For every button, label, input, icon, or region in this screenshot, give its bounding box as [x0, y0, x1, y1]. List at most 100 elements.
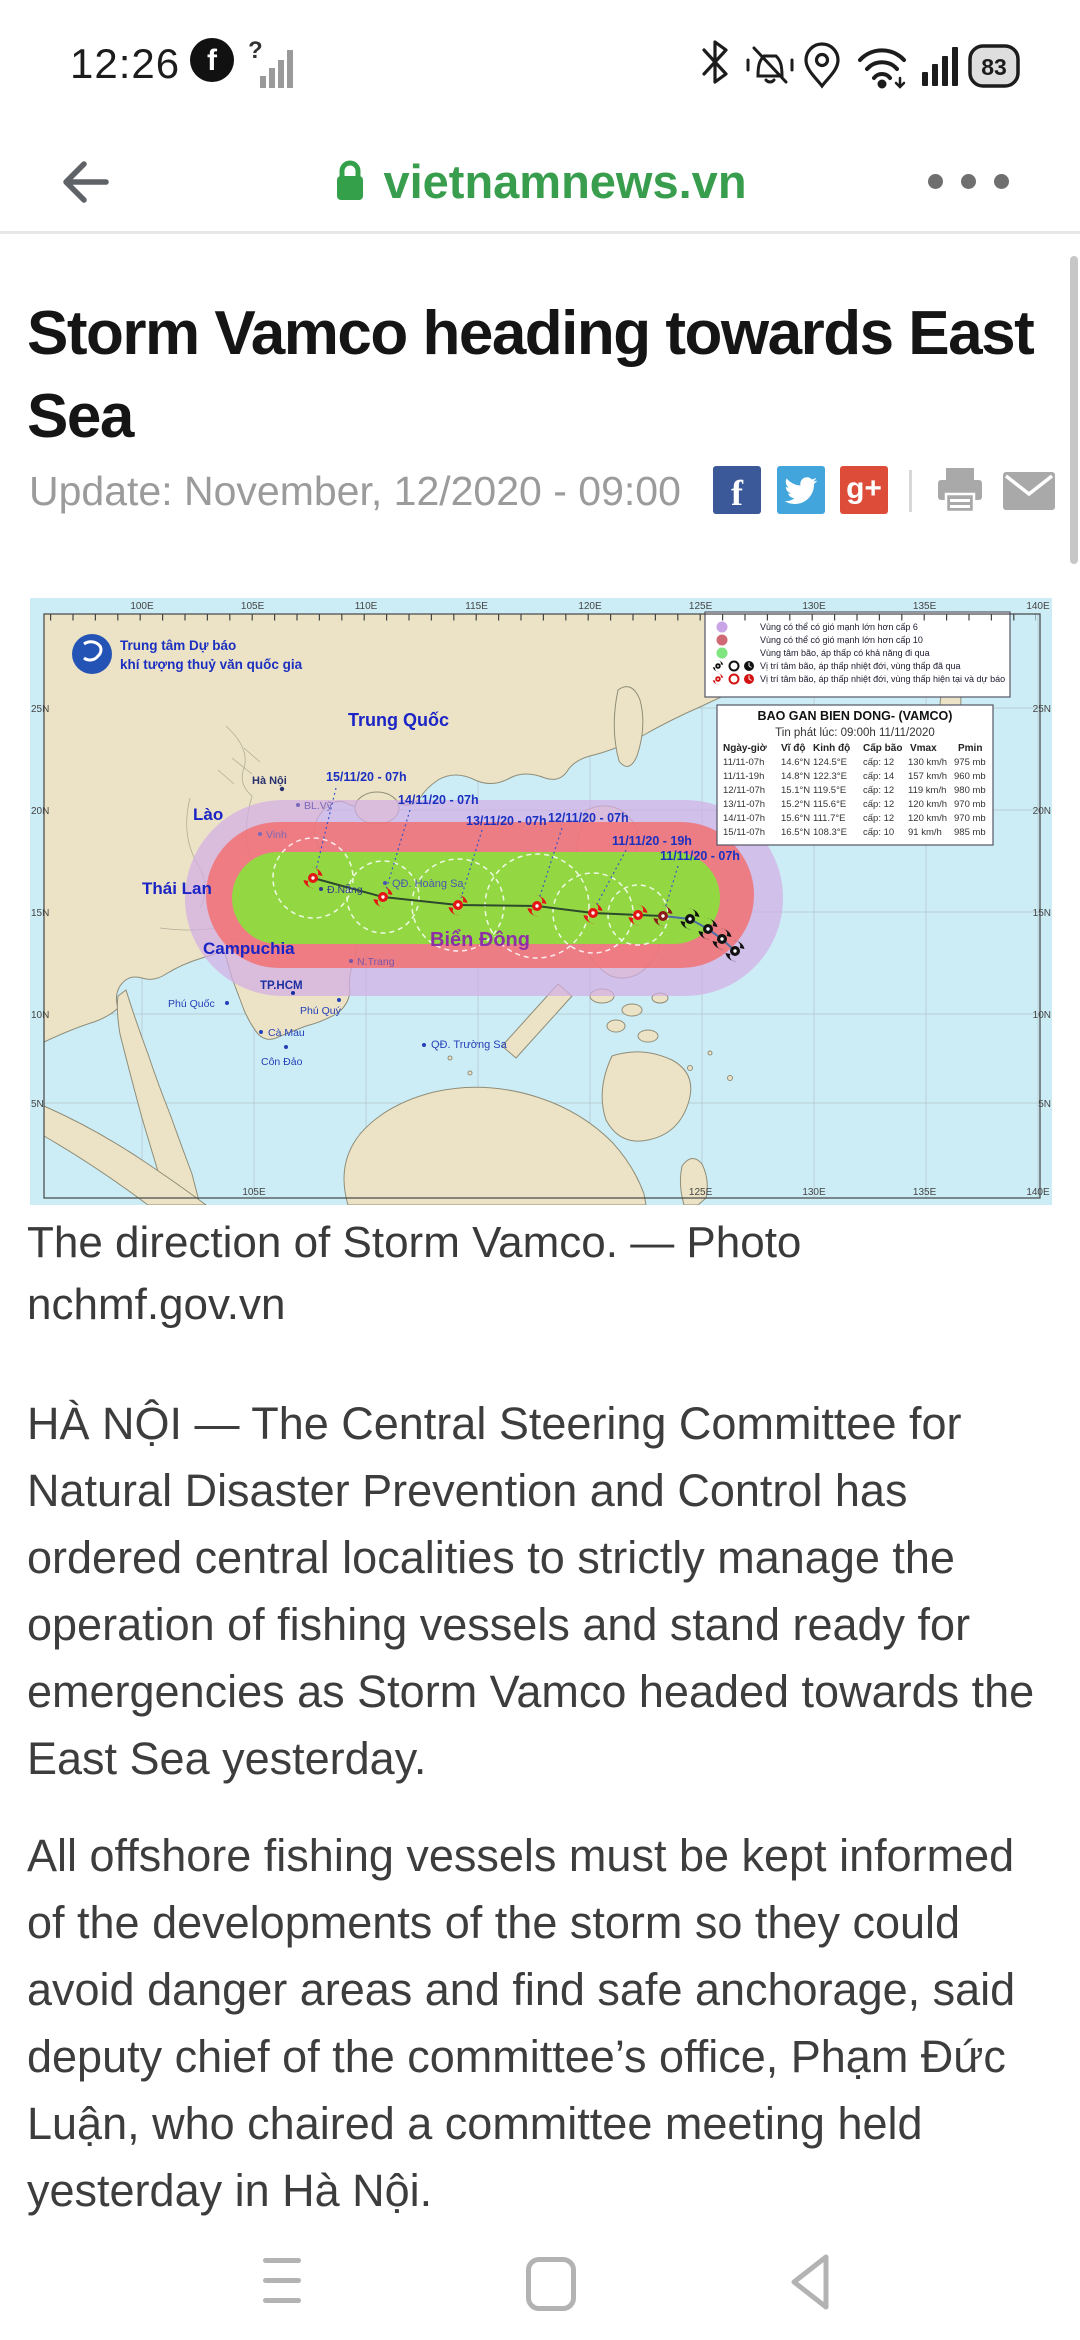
share-googleplus-button[interactable]: g+ — [840, 466, 888, 514]
axis-bottom: 105E 125E 130E 135E 140E — [242, 1187, 1050, 1198]
svg-text:15/11/20 - 07h: 15/11/20 - 07h — [326, 770, 407, 784]
share-facebook-button[interactable]: f — [713, 466, 761, 514]
svg-text:TP.HCM: TP.HCM — [260, 980, 303, 992]
article-paragraph: All offshore fishing vessels must be kep… — [27, 1830, 1016, 2217]
axis-left: 25N 20N 15N 10N 5N — [31, 704, 49, 1110]
svg-text:Hà Nội: Hà Nội — [252, 775, 287, 787]
forecast-cone — [185, 800, 783, 996]
map-legend: Vùng có thể có gió mạnh lớn hơn cấp 6 Vù… — [704, 611, 1011, 698]
svg-text:BAO GAN BIEN DONG- (VAMCO): BAO GAN BIEN DONG- (VAMCO) — [758, 709, 953, 723]
svg-text:20N: 20N — [31, 806, 49, 817]
article-title: Storm Vamco heading towards East Sea — [27, 298, 1035, 451]
wifi-icon — [858, 48, 906, 89]
article-paragraph: HÀ NỘI — The Central Steering Committee … — [27, 1398, 1035, 1785]
svg-text:11/11/20 - 07h: 11/11/20 - 07h — [660, 849, 740, 863]
svg-text:Đ.Nẵng: Đ.Nẵng — [327, 883, 363, 896]
svg-text:13/11/20 - 07h: 13/11/20 - 07h — [466, 814, 547, 828]
svg-text:12/11/20 - 07h: 12/11/20 - 07h — [548, 811, 629, 825]
bluetooth-icon — [702, 40, 728, 84]
svg-text:Biển Đông: Biển Đông — [430, 929, 530, 951]
axis-top: 100E 105E 110E 115E 120E 125E 130E 135E 140E — [130, 601, 1050, 612]
image-caption: The direction of Storm Vamco. — Photo nc… — [27, 1218, 802, 1330]
storm-map-image: 15/11/20 - 07h 14/11/20 - 07h 13/11/20 -… — [30, 598, 1052, 1206]
agency-logo: Trung tâm Dự báo khí tượng thuỷ văn quốc… — [72, 634, 303, 674]
home-button[interactable] — [526, 2257, 576, 2311]
svg-text:Vị trí tâm bão, áp thấp nhiệt: Vị trí tâm bão, áp thấp nhiệt đới, vùng … — [760, 674, 1005, 684]
status-bar: 12:26 f ? — [0, 34, 1080, 94]
svg-text:Vị trí tâm bão, áp thấp nhiệt: Vị trí tâm bão, áp thấp nhiệt đới, vùng … — [760, 661, 961, 671]
svg-text:5N: 5N — [31, 1099, 44, 1110]
svg-text:N.Trang: N.Trang — [357, 956, 395, 968]
recents-menu-button[interactable] — [263, 2258, 301, 2303]
share-twitter-button[interactable] — [777, 466, 825, 514]
svg-text:khí tượng thuỷ văn quốc gia: khí tượng thuỷ văn quốc gia — [120, 657, 303, 672]
update-timestamp: Update: November, 12/2020 - 09:00 — [29, 468, 681, 514]
email-button[interactable] — [1003, 472, 1055, 515]
table-row: 11/11-07h 14.6°N 124.5°E cấp: 12 130 km/h 975… — [723, 757, 986, 838]
svg-text:14/11/20 - 07h: 14/11/20 - 07h — [398, 793, 479, 807]
status-icons: 83 — [692, 34, 1022, 97]
vibrate-icon — [746, 46, 794, 84]
article-meta-row: Update: November, 12/2020 - 09:00 f g+ — [0, 460, 1080, 520]
svg-text:Ngày-giờ Vĩ độ: Ngày-giờ Vĩ độ Kinh độ Cấp bão Vmax Pmin — [723, 742, 982, 754]
url-text: vietnamnews.vn — [383, 154, 747, 208]
svg-text:Phú Quý: Phú Quý — [300, 1005, 342, 1017]
svg-text:10N: 10N — [1033, 1010, 1051, 1021]
svg-text:20N: 20N — [1033, 806, 1051, 817]
place-labels: Trung Quốc Lào Thái Lan Campuchia Hà Nội… — [142, 710, 530, 1068]
track-date-labels: 15/11/20 - 07h 14/11/20 - 07h 13/11/20 -… — [326, 770, 740, 863]
svg-text:BL.Vỹ: BL.Vỹ — [304, 800, 333, 812]
svg-text:Tin phát lúc: 09:00h 11/11/202: Tin phát lúc: 09:00h 11/11/2020 — [775, 727, 935, 739]
svg-text:11/11/20 - 19h: 11/11/20 - 19h — [612, 834, 692, 848]
svg-text:25N: 25N — [31, 704, 49, 715]
svg-text:Vùng có thể có gió mạnh lớn hơ: Vùng có thể có gió mạnh lớn hơn cấp 6 — [760, 622, 918, 632]
url-bar[interactable]: vietnamnews.vn — [0, 148, 1080, 214]
svg-text:Vinh: Vinh — [266, 829, 287, 841]
storm-track — [303, 787, 745, 962]
page-scrollbar[interactable] — [1070, 256, 1078, 564]
android-nav-bar — [0, 2245, 1080, 2340]
clock: 12:26 — [70, 40, 181, 87]
svg-text:Phú Quốc: Phú Quốc — [168, 998, 215, 1010]
lock-icon — [337, 160, 364, 200]
svg-text:Trung Quốc: Trung Quốc — [348, 710, 449, 730]
location-icon — [804, 42, 840, 89]
icon-divider — [909, 470, 912, 512]
svg-text:Côn Đảo: Côn Đảo — [261, 1056, 303, 1068]
svg-text:15N: 15N — [31, 908, 49, 919]
svg-text:5N: 5N — [1038, 1099, 1051, 1110]
svg-text:QĐ. Trường Sa: QĐ. Trường Sa — [431, 1039, 508, 1051]
map-frame: 100E 105E 110E 115E 120E 125E 130E 135E 140E… — [31, 601, 1051, 1199]
back-button[interactable] — [58, 154, 114, 210]
svg-text:Thái Lan: Thái Lan — [142, 879, 212, 898]
svg-text:Trung tâm Dự báo: Trung tâm Dự báo — [120, 638, 236, 653]
svg-text:Campuchia: Campuchia — [203, 939, 295, 958]
browser-toolbar: vietnamnews.vn — [0, 130, 1080, 232]
svg-text:10N: 10N — [31, 1010, 49, 1021]
axis-right: 25N 20N 15N 10N 5N — [1033, 704, 1051, 1110]
browser-menu-button[interactable] — [928, 166, 1024, 196]
svg-text:83: 83 — [981, 54, 1007, 80]
svg-text:Vùng tâm bão, áp thấp có khả n: Vùng tâm bão, áp thấp có khả năng đi qua — [760, 648, 930, 658]
svg-text:Cà Mau: Cà Mau — [268, 1027, 305, 1039]
svg-text:?: ? — [248, 37, 263, 64]
svg-text:25N: 25N — [1033, 704, 1051, 715]
nav-back-button[interactable] — [784, 2251, 834, 2318]
svg-text:Vùng có thể có gió mạnh lớn hơ: Vùng có thể có gió mạnh lớn hơn cấp 10 — [760, 635, 923, 645]
svg-text:Lào: Lào — [193, 805, 223, 824]
signal-icon — [922, 47, 958, 86]
toolbar-divider — [0, 231, 1080, 234]
svg-text:15N: 15N — [1033, 908, 1051, 919]
print-button[interactable] — [934, 466, 986, 521]
facebook-notification-icon: f — [190, 38, 234, 82]
battery-icon: 83 — [968, 44, 1020, 88]
svg-text:QĐ. Hoàng Sa: QĐ. Hoàng Sa — [392, 878, 464, 890]
no-sim-signal-icon: ? — [246, 36, 298, 97]
